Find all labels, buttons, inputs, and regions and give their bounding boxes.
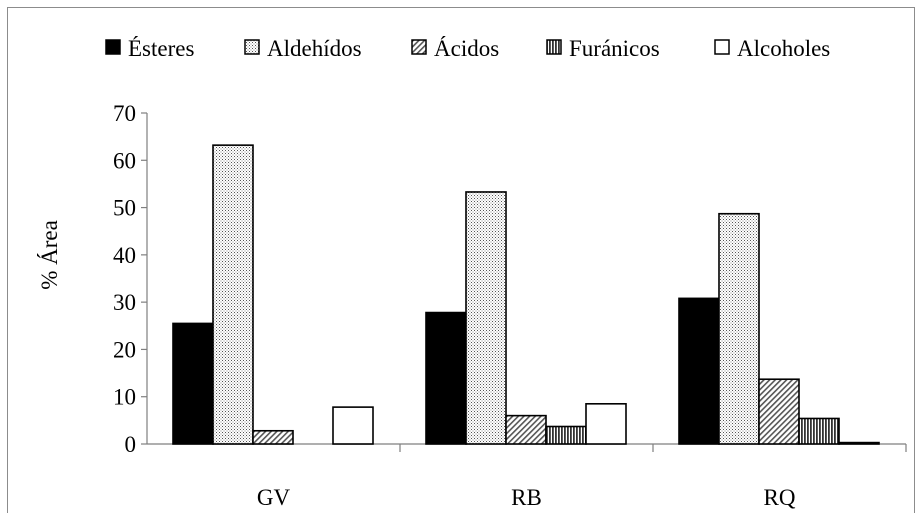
legend: Ésteres Aldehídos Ácidos Furánicos Alcoholes [105, 36, 830, 61]
legend-swatch-aldehidos [244, 39, 260, 55]
bar-aldehidos-rb [465, 191, 507, 445]
legend-swatch-alcoholes [714, 39, 730, 55]
bar-esteres-gv [172, 322, 214, 445]
bar-alcoholes-gv [332, 406, 374, 445]
x-tick-label: GV [257, 485, 291, 510]
bar-aldehidos-gv [212, 144, 254, 445]
bar-acidos-rb [505, 414, 547, 445]
legend-swatch-acidos [411, 39, 427, 55]
y-tick-label: 70 [113, 101, 136, 126]
bar-alcoholes-rb [585, 403, 627, 445]
bar-alcoholes-rq [838, 441, 880, 445]
x-tick-label: RQ [764, 485, 796, 510]
legend-swatch-esteres [105, 39, 121, 55]
y-tick-label: 20 [113, 337, 136, 362]
y-tick-label: 10 [113, 385, 136, 410]
y-tick-label: 60 [113, 148, 136, 173]
bar-aldehidos-rq [718, 212, 760, 445]
bar-furanicos-rq [798, 417, 840, 445]
legend-label-aldehidos: Aldehídos [267, 36, 362, 61]
bar-acidos-rq [758, 378, 800, 445]
legend-swatch-furanicos [546, 39, 562, 55]
bar-acidos-gv [252, 429, 294, 445]
x-tick-label: RB [511, 485, 542, 510]
bar-furanicos-rb [545, 425, 587, 445]
y-tick-label: 30 [113, 290, 136, 315]
legend-label-alcoholes: Alcoholes [737, 36, 830, 61]
legend-label-acidos: Ácidos [434, 36, 499, 61]
y-tick-label: 0 [125, 432, 137, 457]
bar-esteres-rq [678, 297, 720, 445]
legend-label-furanicos: Furánicos [569, 36, 660, 61]
bar-esteres-rb [425, 311, 467, 445]
y-tick-label: 50 [113, 196, 136, 221]
bars [172, 144, 880, 445]
legend-label-esteres: Ésteres [128, 36, 194, 61]
y-axis-label: % Área [37, 220, 62, 290]
y-tick-label: 40 [113, 243, 136, 268]
